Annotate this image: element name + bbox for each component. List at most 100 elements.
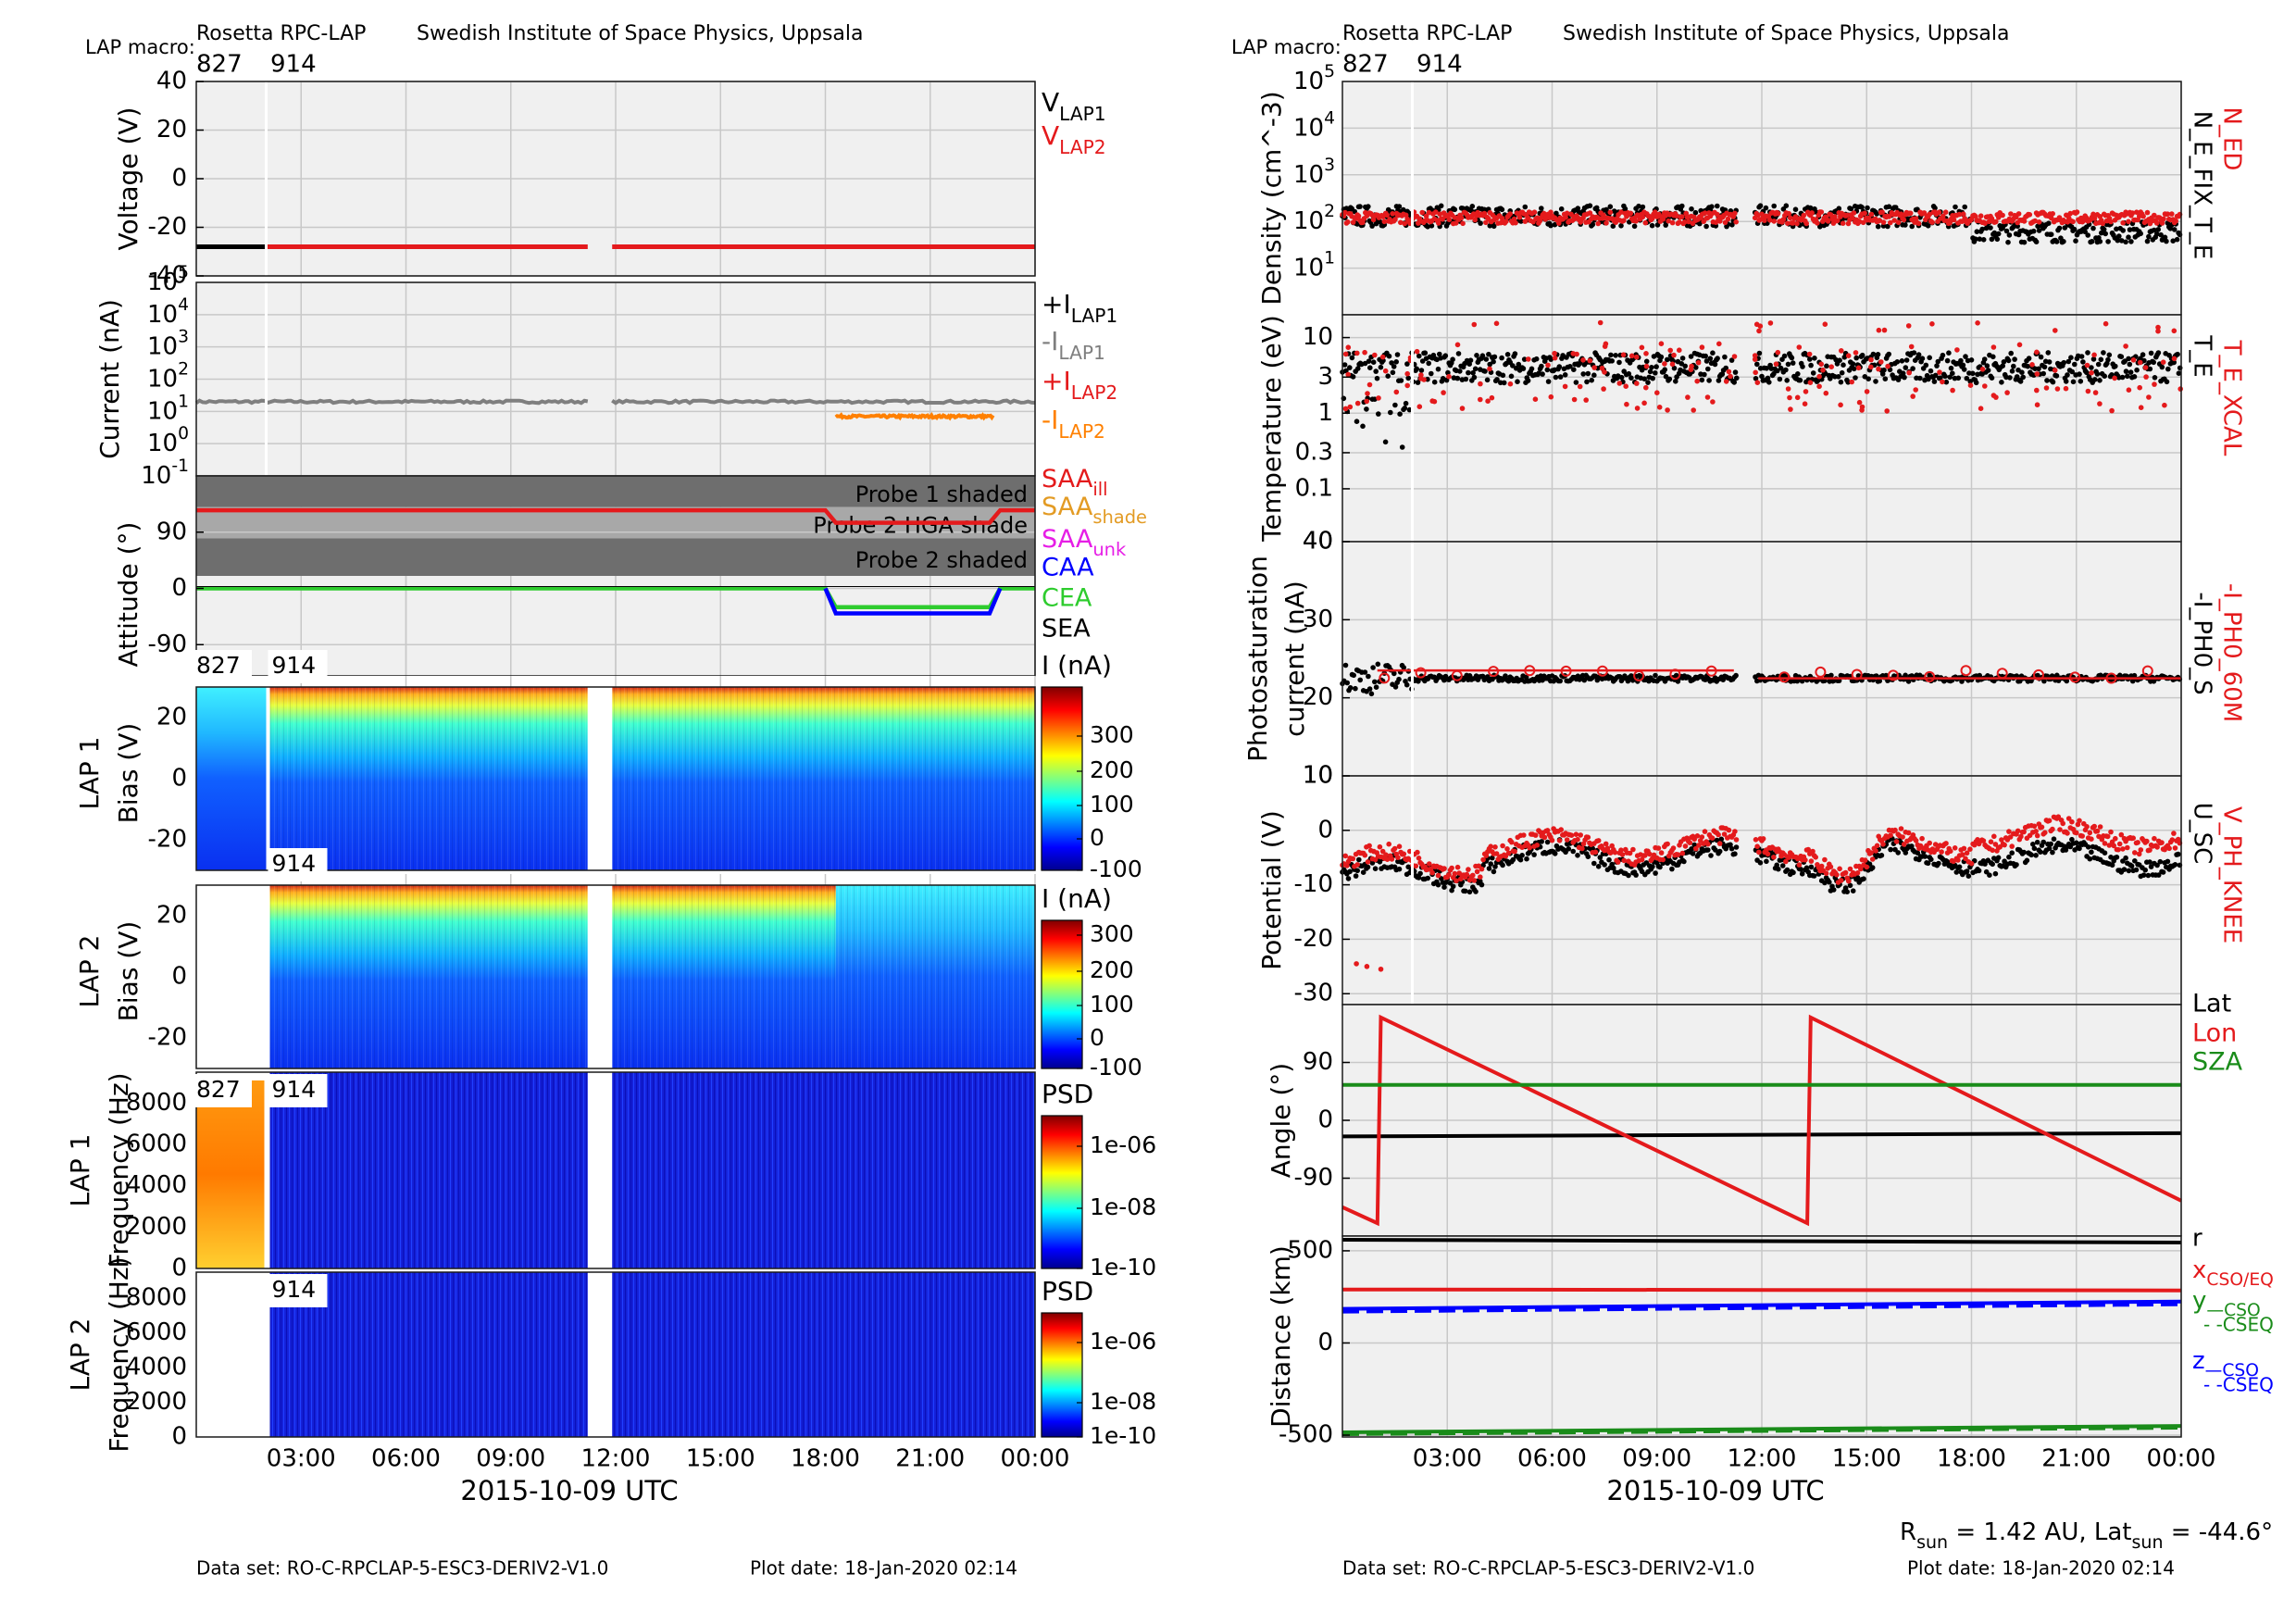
time-tick-label: 21:00 bbox=[895, 1445, 965, 1473]
temperature-point-black bbox=[1406, 406, 1413, 413]
density-point-black bbox=[1631, 223, 1638, 230]
temperature-point-red bbox=[1656, 405, 1663, 410]
legend-distance-1: xCSO/EQ bbox=[2192, 1256, 2274, 1291]
temperature-point-black bbox=[2127, 361, 2133, 368]
lap1-sweep-colorbar-title: I (nA) bbox=[1042, 650, 1112, 681]
temperature-point-red bbox=[1728, 373, 1733, 380]
density-point-red bbox=[2140, 213, 2146, 219]
potential-point-red bbox=[1544, 828, 1551, 833]
temperature-point-black bbox=[1875, 352, 1881, 357]
temperature-point-black bbox=[1650, 375, 1655, 381]
density-point-red bbox=[2036, 219, 2042, 225]
temperature-point-red bbox=[1816, 373, 1822, 380]
photosat-ring-red bbox=[1851, 668, 1863, 681]
time-tick-label: 09:00 bbox=[1622, 1445, 1691, 1473]
density-point-red bbox=[1960, 211, 1966, 217]
potential-point-red bbox=[1377, 843, 1383, 850]
potential-point-black bbox=[1850, 888, 1856, 893]
temperature-point-black bbox=[2008, 350, 2014, 356]
density-point-red bbox=[1877, 218, 1882, 223]
potential-point-black bbox=[1925, 860, 1931, 867]
temperature-point-black bbox=[1525, 378, 1531, 383]
density-point-black bbox=[1697, 220, 1703, 227]
potential-point-red bbox=[1603, 841, 1609, 847]
temperature-point-red bbox=[1414, 348, 1420, 355]
density-point-black bbox=[1548, 222, 1554, 229]
potential-point-black bbox=[1844, 889, 1850, 894]
temperature-point-black bbox=[1673, 379, 1678, 384]
potential-point-black bbox=[2089, 849, 2094, 856]
temperature-point-red bbox=[1404, 370, 1410, 377]
density-point-black bbox=[2085, 232, 2090, 238]
density-point-red bbox=[1595, 220, 1601, 227]
distance-series-z-CSO bbox=[1341, 1299, 2182, 1311]
potential-point-red bbox=[1838, 878, 1844, 883]
temperature-point-red bbox=[1853, 350, 1859, 356]
photosat-point-black bbox=[1396, 676, 1402, 682]
angle-ylabel: Angle (°) bbox=[1266, 1063, 1296, 1178]
potential-point-red bbox=[1429, 869, 1435, 876]
density-point-black bbox=[1491, 223, 1497, 230]
temperature-point-red bbox=[1685, 394, 1691, 400]
lap1-psd-panel-ytick-label: 0 bbox=[171, 1255, 187, 1282]
density-point-black bbox=[2090, 225, 2096, 231]
lap1-sweep-panel-tag-bg bbox=[193, 650, 252, 683]
time-tick-label: 03:00 bbox=[1413, 1445, 1482, 1473]
density-point-red bbox=[2169, 211, 2175, 217]
lap2-psd-panel-ytick-label: 4000 bbox=[126, 1354, 187, 1381]
density-point-red bbox=[1940, 213, 1946, 219]
temperature-point-red bbox=[2138, 405, 2144, 411]
temperature-point-red bbox=[2004, 390, 2010, 395]
potential-point-black bbox=[1888, 846, 1893, 853]
potential-point-red bbox=[1834, 872, 1840, 878]
lap2-psd-colorbar-gradient bbox=[1042, 1313, 1082, 1437]
potential-point-black bbox=[2102, 850, 2108, 856]
density-point-red bbox=[1499, 215, 1505, 221]
temperature-point-black bbox=[1919, 356, 1926, 362]
temperature-point-black bbox=[2038, 354, 2044, 360]
temperature-point-red bbox=[1695, 359, 1702, 366]
photosat-point-black bbox=[1883, 672, 1889, 679]
lap2-sweep-colorbar-title: I (nA) bbox=[1042, 883, 1112, 914]
lap1-psd-panel-ylabel2: Frequency (Hz) bbox=[104, 1072, 134, 1268]
temperature-point-red bbox=[1634, 381, 1640, 386]
density-point-red bbox=[1426, 209, 1432, 216]
lap1-psd-panel: 8000 6000 4000 2000 0 LAP 1 Frequency (Hz) 827 9… bbox=[65, 1071, 1036, 1282]
density-point-red bbox=[1787, 215, 1793, 221]
density-point-red bbox=[1803, 220, 1809, 227]
temperature-point-black bbox=[2131, 374, 2138, 380]
lap2-psd-colorbar-title: PSD bbox=[1042, 1276, 1093, 1306]
temperature-point-black bbox=[1404, 361, 1410, 367]
density-point-red bbox=[1715, 211, 1720, 218]
temperature-point-black bbox=[1671, 365, 1678, 371]
temperature-point-black bbox=[2176, 370, 2182, 377]
lap2-sweep-colorbar-tick-label: 300 bbox=[1090, 920, 1134, 947]
attitude-band-label: Probe 1 shaded bbox=[855, 481, 1028, 507]
temperature-point-black bbox=[1765, 375, 1771, 381]
density-point-red bbox=[2126, 219, 2131, 225]
temperature-point-red bbox=[1864, 389, 1870, 394]
density-point-red bbox=[1891, 218, 1897, 223]
photosat-point-black bbox=[1366, 686, 1373, 692]
temperature-point-black bbox=[1491, 354, 1498, 360]
legend-vlap2: VLAP2 bbox=[1042, 120, 1106, 158]
temperature-point-black bbox=[2105, 356, 2111, 363]
temperature-point-black bbox=[1812, 356, 1817, 361]
temperature-point-black bbox=[2095, 361, 2102, 368]
potential-point-red bbox=[1813, 855, 1818, 860]
density-point-red bbox=[2091, 216, 2098, 221]
temperature-point-black bbox=[1808, 362, 1814, 369]
temperature-point-red bbox=[1979, 367, 1986, 372]
potential-point-black bbox=[2165, 858, 2171, 865]
potential-point-red bbox=[1464, 871, 1470, 878]
potential-point-red bbox=[1493, 851, 1500, 856]
potential-point-red bbox=[1733, 837, 1740, 843]
potential-point-black bbox=[1728, 845, 1735, 852]
photosat-point-black bbox=[1903, 672, 1908, 679]
potential-point-red bbox=[2135, 840, 2140, 845]
temperature-point-black bbox=[1616, 359, 1622, 366]
potential-point-red bbox=[1354, 961, 1359, 967]
potential-point-black bbox=[2121, 867, 2128, 872]
potential-point-red bbox=[1379, 848, 1386, 855]
